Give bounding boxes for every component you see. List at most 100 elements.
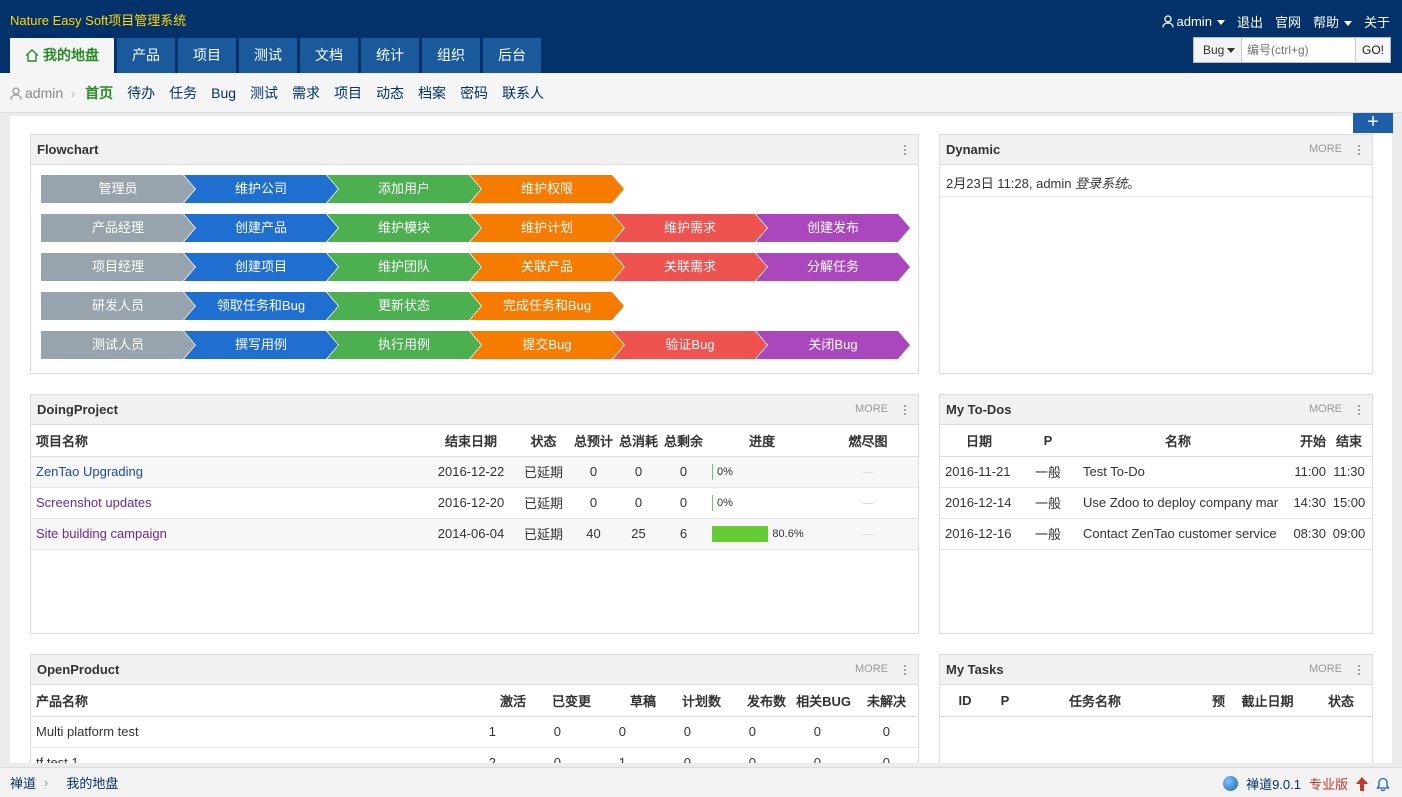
burn-chart[interactable] [863, 472, 873, 474]
flowchart-step[interactable]: 关联需求 [613, 253, 767, 281]
col-header[interactable]: 总预计 [571, 425, 616, 457]
version-link[interactable]: 禅道9.0.1 [1246, 777, 1301, 792]
flowchart-step[interactable]: 领取任务和Bug [184, 292, 338, 320]
user-menu[interactable]: admin [1161, 14, 1225, 29]
more-vert-icon[interactable] [1354, 403, 1364, 417]
todo-name-cell[interactable]: Use Zdoo to deploy company man [1078, 487, 1278, 519]
footer-breadcrumb-home[interactable]: 禅道 [10, 776, 37, 791]
subnav-item-bug[interactable]: Bug [211, 84, 237, 101]
tab-project[interactable]: 项目 [178, 38, 236, 73]
subnav-item-home[interactable]: 首页 [85, 84, 114, 101]
col-header[interactable]: 相关BUG [786, 685, 851, 717]
flowchart-step[interactable]: 更新状态 [327, 292, 481, 320]
col-header[interactable]: 总剩余 [661, 425, 706, 457]
burn-chart[interactable] [863, 534, 873, 536]
more-link[interactable]: MORE [1309, 403, 1342, 415]
subnav-item-testcase[interactable]: 测试 [250, 84, 279, 101]
more-vert-icon[interactable] [900, 403, 910, 417]
col-header[interactable]: 开始 [1278, 425, 1326, 457]
website-link[interactable]: 官网 [1274, 15, 1301, 30]
flowchart-step[interactable]: 维护计划 [470, 214, 624, 242]
product-link[interactable]: Multi platform test [36, 724, 139, 739]
search-type-select[interactable]: Bug [1194, 38, 1242, 62]
more-vert-icon[interactable] [1354, 143, 1364, 157]
col-header[interactable]: 预 [1170, 685, 1225, 717]
flowchart-step[interactable]: 分解任务 [756, 253, 910, 281]
burn-chart-cell[interactable] [818, 487, 918, 519]
project-link[interactable]: Screenshot updates [36, 495, 152, 510]
tab-admin[interactable]: 后台 [483, 38, 541, 73]
about-link[interactable]: 关于 [1363, 15, 1390, 30]
breadcrumb-user[interactable]: admin › [10, 85, 75, 101]
more-link[interactable]: MORE [1309, 143, 1342, 155]
col-header[interactable]: 日期 [940, 425, 1018, 457]
subnav-item-password[interactable]: 密码 [460, 84, 489, 101]
col-header[interactable]: 产品名称 [31, 685, 461, 717]
col-header[interactable]: 截止日期 [1225, 685, 1310, 717]
subnav-item-contacts[interactable]: 联系人 [502, 84, 545, 101]
project-link[interactable]: Site building campaign [36, 526, 167, 541]
burn-chart-cell[interactable] [818, 518, 918, 550]
flowchart-step[interactable]: 关联产品 [470, 253, 624, 281]
more-vert-icon[interactable] [900, 143, 910, 157]
burn-chart[interactable] [863, 503, 873, 505]
upgrade-arrow-icon[interactable] [1356, 776, 1368, 791]
table-row[interactable]: 2016-12-16 一般 Contact ZenTao customer serv… [940, 518, 1372, 550]
add-block-button[interactable]: + [1353, 112, 1393, 133]
todo-name-cell[interactable]: Test To-Do [1078, 456, 1278, 488]
col-header[interactable]: 项目名称 [31, 425, 426, 457]
tab-product[interactable]: 产品 [117, 38, 175, 73]
more-vert-icon[interactable] [1354, 663, 1364, 677]
col-header[interactable]: P [1018, 425, 1078, 457]
col-header[interactable]: P [990, 685, 1020, 717]
col-header[interactable]: 已变更 [526, 685, 591, 717]
flowchart-step[interactable]: 创建发布 [756, 214, 910, 242]
col-header[interactable]: 激活 [461, 685, 526, 717]
more-link[interactable]: MORE [855, 663, 888, 675]
flowchart-step[interactable]: 完成任务和Bug [470, 292, 624, 320]
brand-title[interactable]: Nature Easy Soft项目管理系统 [10, 13, 187, 28]
col-header[interactable]: 状态 [516, 425, 571, 457]
tab-qa[interactable]: 测试 [239, 38, 297, 73]
flowchart-step[interactable]: 维护公司 [184, 175, 338, 203]
burn-chart-cell[interactable] [818, 456, 918, 488]
flowchart-step[interactable]: 维护需求 [613, 214, 767, 242]
more-vert-icon[interactable] [900, 663, 910, 677]
flowchart-step[interactable]: 创建产品 [184, 214, 338, 242]
logout-link[interactable]: 退出 [1236, 15, 1263, 30]
col-header[interactable]: ID [940, 685, 990, 717]
col-header[interactable]: 发布数 [721, 685, 786, 717]
col-header[interactable]: 草稿 [591, 685, 656, 717]
col-header[interactable]: 计划数 [656, 685, 721, 717]
tab-report[interactable]: 统计 [361, 38, 419, 73]
col-header[interactable]: 燃尽图 [818, 425, 918, 457]
tab-doc[interactable]: 文档 [300, 38, 358, 73]
flowchart-step[interactable]: 维护模块 [327, 214, 481, 242]
flowchart-step[interactable]: 关闭Bug [756, 331, 910, 359]
flowchart-step[interactable]: 撰写用例 [184, 331, 338, 359]
help-menu[interactable]: 帮助 [1313, 12, 1352, 31]
col-header[interactable]: 结束日期 [426, 425, 516, 457]
col-header[interactable]: 总消耗 [616, 425, 661, 457]
flowchart-step[interactable]: 创建项目 [184, 253, 338, 281]
todo-name-cell[interactable]: Contact ZenTao customer service [1078, 518, 1278, 550]
subnav-item-dynamic[interactable]: 动态 [376, 84, 405, 101]
more-link[interactable]: MORE [1309, 663, 1342, 675]
table-row[interactable]: 2016-12-14 一般 Use Zdoo to deploy company m… [940, 487, 1372, 519]
subnav-item-profile[interactable]: 档案 [418, 84, 447, 101]
project-link[interactable]: ZenTao Upgrading [36, 464, 143, 479]
subnav-item-todo[interactable]: 待办 [127, 84, 156, 101]
subnav-item-story[interactable]: 需求 [292, 84, 321, 101]
col-header[interactable]: 名称 [1078, 425, 1278, 457]
tab-company[interactable]: 组织 [422, 38, 480, 73]
footer-breadcrumb-current[interactable]: 我的地盘 [66, 776, 119, 791]
subnav-item-project[interactable]: 项目 [334, 84, 363, 101]
flowchart-step[interactable]: 执行用例 [327, 331, 481, 359]
more-link[interactable]: MORE [855, 403, 888, 415]
edition-link[interactable]: 专业版 [1308, 777, 1348, 792]
flowchart-step[interactable]: 添加用户 [327, 175, 481, 203]
col-header[interactable]: 任务名称 [1020, 685, 1170, 717]
tab-my[interactable]: 我的地盘 [10, 38, 114, 73]
search-go-button[interactable]: GO! [1355, 38, 1390, 62]
product-link[interactable]: tf test 1 [36, 755, 79, 763]
